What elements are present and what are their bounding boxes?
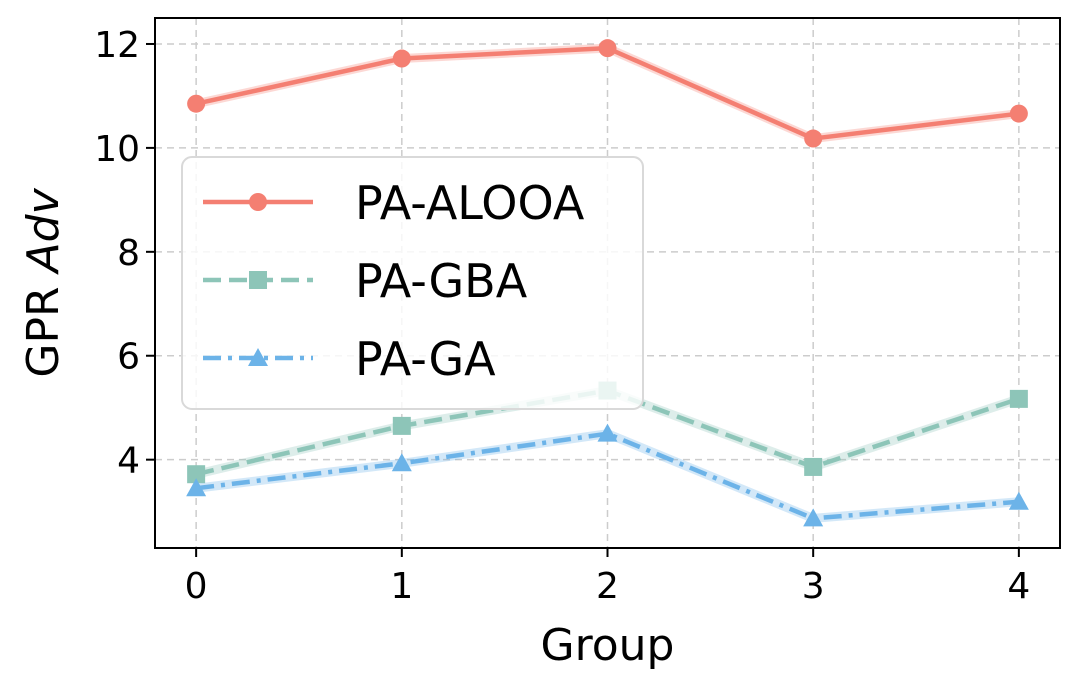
point-pa-ga-2	[597, 423, 618, 442]
y-tick-label-1: 6	[117, 337, 140, 378]
point-pa-alooa-1	[392, 49, 411, 68]
x-tick-label-0: 0	[185, 566, 208, 607]
legend-marker-1	[249, 271, 267, 289]
series-pa-alooa	[187, 39, 1028, 148]
legend-marker-2	[248, 348, 268, 366]
point-pa-ga-1	[391, 453, 412, 472]
y-tick-label-4: 12	[94, 25, 140, 66]
x-tick-label-2: 2	[596, 566, 619, 607]
point-pa-ga-3	[803, 508, 824, 527]
legend-label-2: PA-GA	[355, 332, 496, 386]
y-tick-label-3: 10	[94, 129, 140, 170]
y-axis-label: GPR Adv	[18, 187, 69, 377]
point-pa-alooa-0	[187, 94, 206, 113]
series-pa-ga	[186, 423, 1029, 527]
point-pa-alooa-2	[598, 39, 617, 58]
y-axis-label-prefix: GPR	[18, 272, 69, 377]
x-tick-label-1: 1	[390, 566, 413, 607]
point-pa-ga-4	[1008, 491, 1029, 510]
y-axis-label-italic: Adv	[18, 187, 69, 275]
point-pa-gba-0	[187, 465, 206, 484]
legend-label-1: PA-GBA	[355, 254, 528, 308]
point-pa-ga-0	[186, 478, 207, 497]
point-pa-alooa-4	[1009, 104, 1028, 123]
legend-box	[181, 156, 644, 410]
point-pa-gba-4	[1009, 389, 1028, 408]
y-tick-label-0: 4	[117, 441, 140, 482]
x-tick-label-4: 4	[1007, 566, 1030, 607]
x-tick-label-3: 3	[802, 566, 825, 607]
point-pa-gba-1	[392, 416, 411, 435]
x-axis-label: Group	[541, 620, 675, 671]
legend: PA-ALOOA PA-GBA PA-GA	[181, 156, 644, 410]
y-tick-label-2: 8	[117, 233, 140, 274]
legend-label-0: PA-ALOOA	[355, 176, 585, 230]
point-pa-gba-3	[804, 457, 823, 476]
legend-marker-0	[249, 193, 267, 211]
series-layer	[186, 39, 1029, 527]
point-pa-alooa-3	[804, 129, 823, 148]
